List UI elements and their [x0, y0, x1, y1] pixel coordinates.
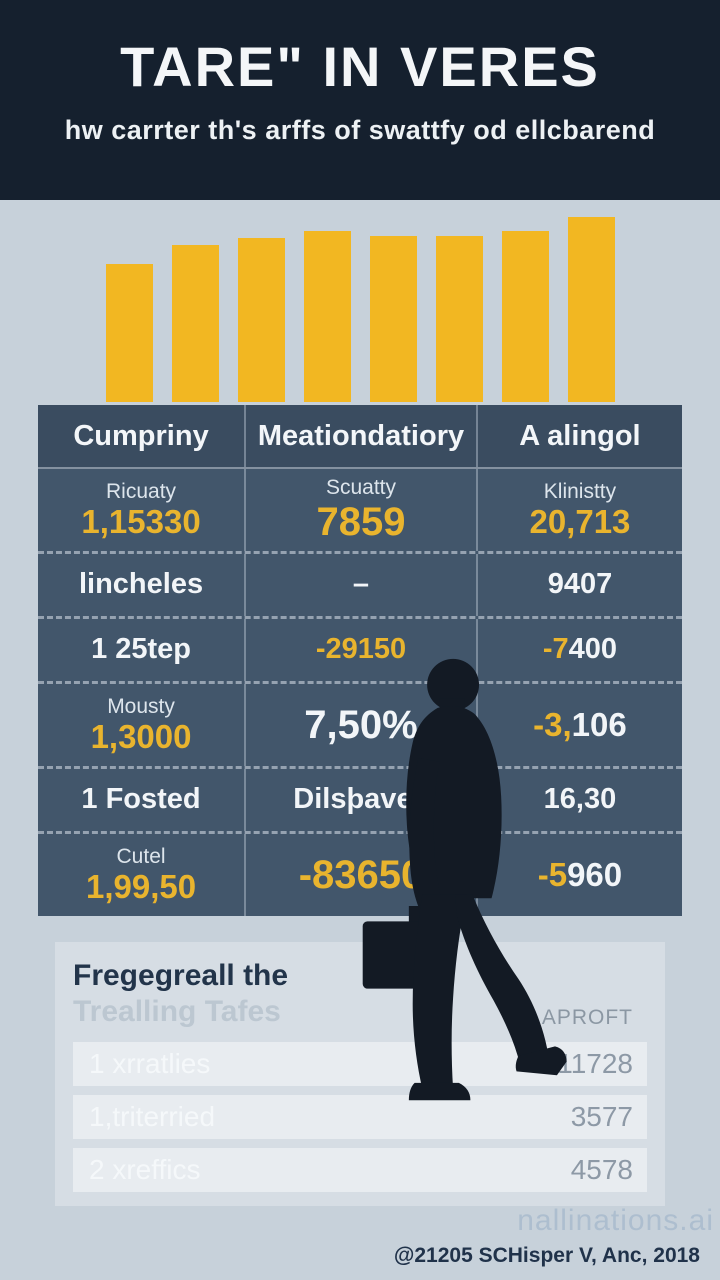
cell-value-rest-part: 106	[571, 705, 627, 743]
summary-title-line2: Trealling Tafes	[73, 995, 281, 1028]
chart-bar	[435, 236, 483, 402]
cell-value-accent-part: -5	[537, 855, 568, 893]
bar-chart-section	[0, 200, 720, 405]
table-cell: Ricuaty 1,15330	[38, 469, 244, 551]
summary-row-label: 1 xrratlies	[89, 1048, 211, 1079]
table-row: 1 Fosted Dilsþaves 16,30	[38, 766, 682, 831]
cell-value: -29150	[315, 633, 407, 666]
footer-credit: @21205 SCHisper V, Anc, 2018	[393, 1244, 700, 1267]
cell-label: Ricuaty	[106, 479, 177, 503]
table-cell: –	[244, 554, 476, 616]
cell-value: -5960	[484, 855, 676, 893]
table-cell: -3,106	[475, 684, 682, 766]
table-row: Ricuaty 1,15330 Scuatty 7859 Klinistty 2…	[38, 469, 682, 551]
cell-value: 7859	[316, 500, 406, 545]
cell-value: lincheles	[78, 568, 204, 601]
cell-value-rest-part: 400	[568, 633, 618, 666]
table-cell: -7400	[475, 619, 682, 681]
chart-bar	[369, 236, 417, 402]
page-title: TARE" IN VERES	[120, 35, 600, 98]
summary-row-label: 1,triterried	[89, 1101, 216, 1132]
cell-value: 7,50%	[304, 703, 418, 747]
chart-bar	[237, 238, 285, 402]
summary-row: 2 xreffics 4578	[73, 1148, 647, 1192]
column-header-a-alingol: A alingol	[475, 405, 682, 467]
cell-value: 1,3000	[90, 717, 192, 755]
table-row: 1 25tep -29150 -7400	[38, 616, 682, 681]
page-subtitle: hw carrter th's arffs of swattfy od ellc…	[64, 115, 656, 145]
summary-row: 1,triterried 3577	[73, 1095, 647, 1139]
cell-value: -3,106	[484, 705, 676, 743]
summary-row-value: 4578	[570, 1154, 633, 1185]
cell-value: 1 25tep	[91, 633, 192, 666]
chart-bar	[105, 264, 153, 402]
table-cell: 9407	[475, 554, 682, 616]
data-table: Cumpriny Meationdatiory A alingol Ricuat…	[38, 405, 682, 916]
table-cell: -83650	[244, 834, 476, 916]
cell-value: Dilsþaves	[293, 783, 429, 816]
summary-title: Fregegreall the Trealling Tafes	[73, 958, 288, 1030]
table-cell: Mousty 1,3000	[38, 684, 244, 766]
bar-chart	[105, 212, 615, 402]
cell-value: 1,99,50	[85, 867, 197, 905]
cell-label: Cutel	[116, 844, 166, 868]
table-cell: -5960	[475, 834, 682, 916]
cell-label: Scuatty	[325, 475, 397, 499]
cell-value: 20,713	[529, 502, 631, 540]
cell-value: -83650	[298, 853, 424, 897]
cell-value: -7400	[484, 633, 676, 666]
table-row: Cutel 1,99,50 -83650 -5960	[38, 831, 682, 916]
summary-column-header: APROFT	[541, 1006, 633, 1029]
cell-label: Mousty	[107, 694, 175, 718]
cell-value-accent-part: -7	[542, 633, 569, 666]
table-cell: Cutel 1,99,50	[38, 834, 244, 916]
cell-value: 1,15330	[81, 502, 201, 540]
cell-value-accent-part: -3,	[533, 705, 572, 743]
chart-bar	[567, 217, 615, 402]
summary-row: 1 xrratlies 11728	[73, 1042, 647, 1086]
summary-row-value: 11728	[557, 1048, 633, 1079]
summary-row-label: 2 xreffics	[89, 1154, 201, 1185]
table-row: lincheles – 9407	[38, 551, 682, 616]
watermark-text: nallinations.ai	[517, 1204, 714, 1237]
summary-row-value: 3577	[570, 1101, 633, 1132]
cell-label: Klinistty	[543, 479, 617, 503]
table-cell: 1 Fosted	[38, 769, 244, 831]
cell-value-rest-part: 960	[567, 855, 623, 893]
cell-value: –	[352, 568, 370, 601]
table-cell: 1 25tep	[38, 619, 244, 681]
summary-panel-header: Fregegreall the Trealling Tafes APROFT	[73, 958, 647, 1030]
table-cell: -29150	[244, 619, 476, 681]
table-header-row: Cumpriny Meationdatiory A alingol	[38, 405, 682, 469]
chart-bar	[303, 231, 351, 402]
table-cell: Klinistty 20,713	[475, 469, 682, 551]
cell-value: 16,30	[543, 783, 617, 816]
header: TARE" IN VERES hw carrter th's arffs of …	[0, 0, 720, 200]
chart-bar	[171, 245, 219, 402]
chart-bar	[501, 231, 549, 402]
table-cell: Scuatty 7859	[244, 469, 476, 551]
table-row: Mousty 1,3000 7,50% -3,106	[38, 681, 682, 766]
column-header-cumpriny: Cumpriny	[73, 419, 209, 452]
summary-title-line1: Fregegreall the	[73, 959, 289, 992]
column-header-meationdatiory: Meationdatiory	[244, 405, 476, 467]
cell-value: 1 Fosted	[81, 783, 201, 816]
table-cell: 16,30	[475, 769, 682, 831]
table-cell: Dilsþaves	[244, 769, 476, 831]
summary-panel: Fregegreall the Trealling Tafes APROFT 1…	[55, 942, 665, 1206]
table-cell: 7,50%	[244, 684, 476, 766]
table-cell: lincheles	[38, 554, 244, 616]
cell-value: 9407	[547, 568, 613, 601]
